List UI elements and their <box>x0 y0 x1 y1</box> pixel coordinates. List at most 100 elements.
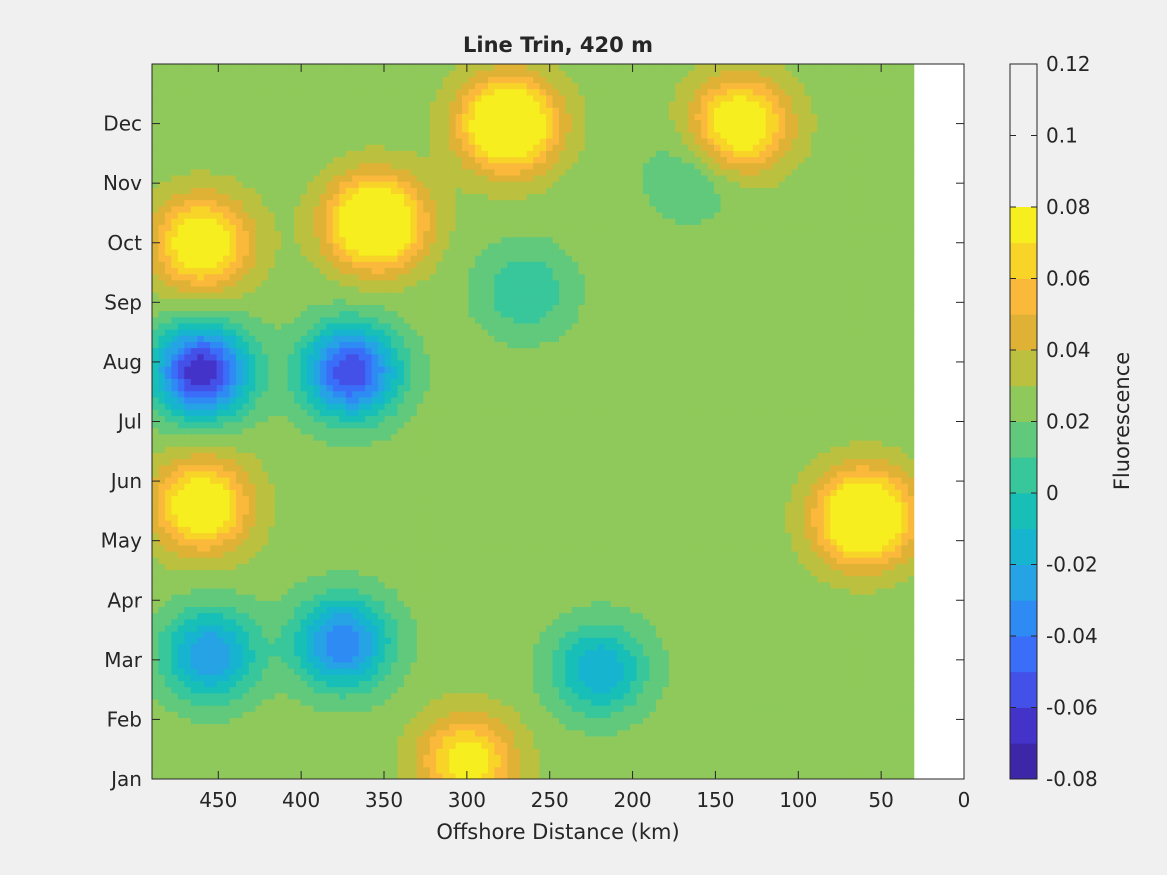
contour-cell <box>617 698 625 706</box>
contour-cell <box>894 692 902 700</box>
contour-cell <box>778 748 786 755</box>
contour-cell <box>558 643 567 651</box>
contour-cell <box>752 748 760 755</box>
contour-cell <box>552 569 560 577</box>
contour-cell <box>843 668 851 675</box>
contour-cell <box>688 754 696 762</box>
contour-cell <box>810 717 818 725</box>
contour-cell <box>274 520 282 527</box>
contour-cell <box>300 680 308 688</box>
contour-cell <box>849 532 857 540</box>
contour-cell <box>720 550 728 558</box>
contour-cell <box>487 692 495 700</box>
contour-cell <box>849 550 857 558</box>
contour-cell <box>416 686 424 694</box>
contour-cell <box>378 618 386 626</box>
contour-cell <box>875 655 883 663</box>
contour-cell <box>449 612 457 620</box>
contour-cell <box>423 569 431 577</box>
contour-cell <box>798 581 806 589</box>
contour-cell <box>210 513 218 521</box>
contour-cell <box>436 637 444 644</box>
contour-cell <box>546 692 554 700</box>
contour-cell <box>481 594 489 601</box>
contour-cell <box>449 550 457 558</box>
contour-cell <box>223 661 231 669</box>
contour-cell <box>171 624 179 632</box>
contour-cell <box>739 532 747 540</box>
contour-cell <box>513 631 521 638</box>
contour-cell <box>352 637 360 644</box>
contour-cell <box>591 557 599 564</box>
contour-cell <box>164 575 172 583</box>
contour-cell <box>190 612 198 620</box>
contour-cell <box>449 748 457 755</box>
contour-cell <box>384 581 392 589</box>
contour-cell <box>487 723 495 731</box>
contour-cell <box>403 575 411 583</box>
contour-cell <box>203 705 211 712</box>
contour-cell <box>158 674 166 681</box>
contour-cell <box>617 748 625 755</box>
contour-cell <box>184 618 192 626</box>
contour-cell <box>597 668 605 675</box>
contour-cell <box>391 668 399 675</box>
contour-cell <box>817 680 825 688</box>
contour-cell <box>475 754 483 762</box>
contour-cell <box>623 594 631 601</box>
contour-cell <box>345 550 353 558</box>
contour-cell <box>804 606 812 614</box>
contour-cell <box>274 711 282 718</box>
contour-cell <box>475 569 483 577</box>
contour-cell <box>210 520 218 527</box>
contour-cell <box>468 612 476 620</box>
contour-cell <box>617 520 625 527</box>
contour-cell <box>804 624 812 632</box>
contour-cell <box>345 612 353 620</box>
contour-cell <box>714 729 722 737</box>
contour-cell <box>733 618 741 626</box>
contour-cell <box>229 520 237 527</box>
contour-cell <box>294 600 302 608</box>
contour-cell <box>591 587 599 595</box>
contour-cell <box>597 698 605 706</box>
contour-cell <box>798 643 806 651</box>
contour-cell <box>300 575 308 583</box>
contour-cell <box>888 637 896 644</box>
contour-cell <box>487 600 495 608</box>
contour-cell <box>229 563 237 571</box>
contour-cell <box>739 655 747 663</box>
contour-cell <box>843 729 851 737</box>
contour-cell <box>229 526 237 534</box>
contour-cell <box>881 742 890 749</box>
contour-cell <box>752 526 760 534</box>
contour-cell <box>449 520 457 527</box>
contour-cell <box>268 612 276 620</box>
contour-cell <box>255 575 263 583</box>
contour-cell <box>759 735 767 743</box>
contour-cell <box>487 649 495 657</box>
contour-cell <box>597 569 605 577</box>
contour-cell <box>520 698 528 706</box>
contour-cell <box>423 563 431 571</box>
contour-cell <box>571 680 579 688</box>
contour-cell <box>475 600 483 608</box>
contour-cell <box>223 655 231 663</box>
contour-cell <box>216 661 224 669</box>
contour-cell <box>216 698 224 706</box>
contour-cell <box>694 612 702 620</box>
contour-cell <box>255 581 263 589</box>
contour-cell <box>248 544 256 552</box>
contour-cell <box>442 735 450 743</box>
contour-cell <box>688 655 696 663</box>
contour-cell <box>520 717 528 725</box>
contour-cell <box>520 637 528 644</box>
contour-cell <box>733 754 741 762</box>
contour-cell <box>830 544 838 552</box>
contour-cell <box>423 754 431 762</box>
contour-cell <box>830 532 838 540</box>
contour-cell <box>591 606 599 614</box>
contour-cell <box>152 513 160 521</box>
contour-cell <box>662 735 670 743</box>
contour-cell <box>177 649 185 657</box>
